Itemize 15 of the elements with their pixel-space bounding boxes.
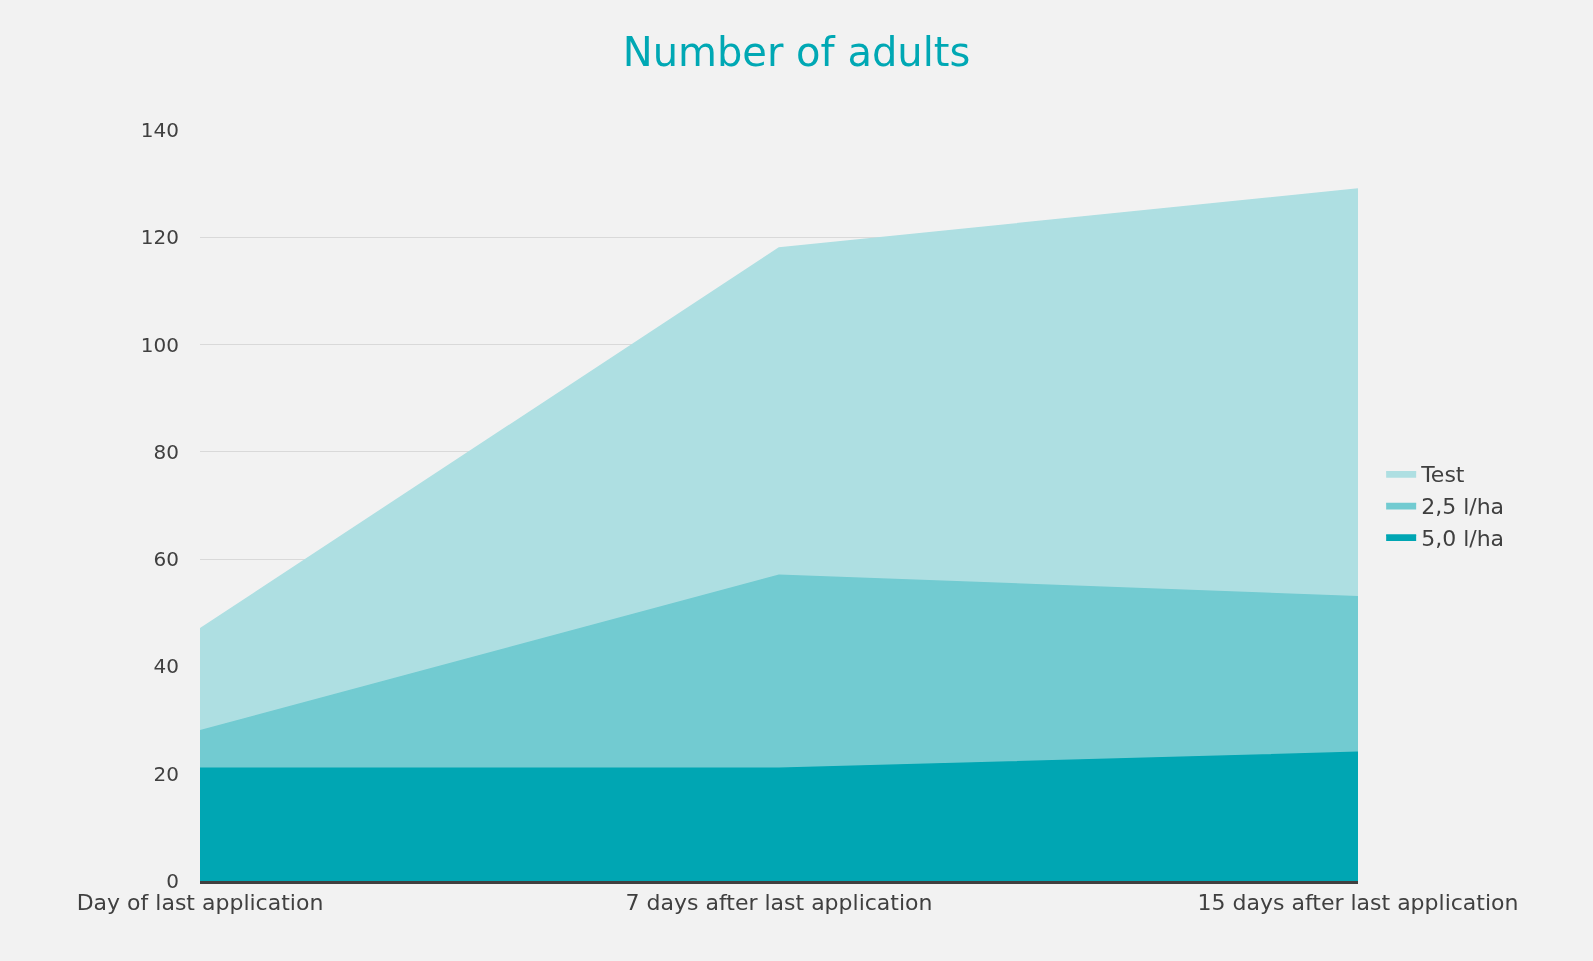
x-tick-label: 15 days after last application	[1197, 890, 1519, 916]
x-tick-label: 7 days after last application	[625, 890, 933, 916]
legend-label: 2,5 l/ha	[1421, 493, 1505, 519]
y-tick-label: 140	[140, 118, 179, 142]
y-tick-label: 0	[166, 869, 179, 893]
y-tick-label: 120	[140, 225, 179, 250]
y-tick-label: 20	[153, 761, 179, 786]
y-tick-label: 100	[140, 332, 179, 357]
legend-label: Test	[1420, 462, 1465, 488]
y-tick-label: 60	[153, 547, 179, 572]
y-tick-label: 40	[153, 654, 179, 679]
chart-title: Number of adults	[622, 29, 971, 76]
y-tick-label: 80	[153, 439, 179, 464]
legend-label: 5,0 l/ha	[1421, 525, 1505, 551]
x-tick-label: Day of last application	[76, 890, 324, 916]
